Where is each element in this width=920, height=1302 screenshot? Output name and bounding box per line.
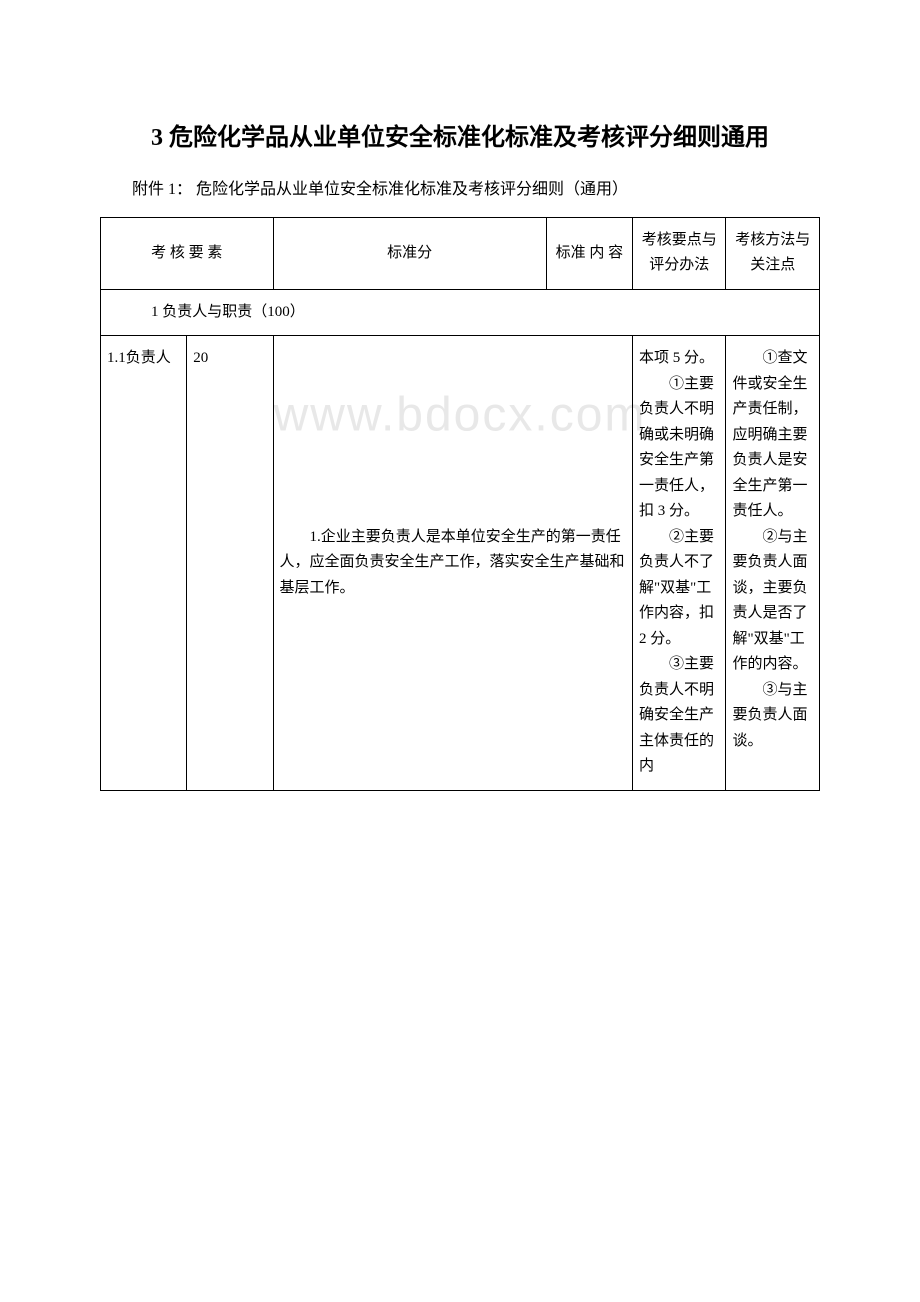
- cell-method: ①查文件或安全生产责任制，应明确主要负责人是安全生产第一责任人。 ②与主要负责人…: [726, 336, 820, 791]
- table-header-row: 考 核 要 素 标准分 标准 内 容 考核要点与评分办法 考核方法与关注点: [101, 217, 820, 289]
- element-text: 1.1负责人: [107, 350, 171, 366]
- header-score: 标准分: [273, 217, 546, 289]
- standard-content-text: 1.企业主要负责人是本单位安全生产的第一责任人，应全面负责安全生产工作，落实安全…: [280, 525, 626, 602]
- header-method: 考核方法与关注点: [726, 217, 820, 289]
- table-data-row: 1.1负责人 20 1.企业主要负责人是本单位安全生产的第一责任人，应全面负责安…: [101, 336, 820, 791]
- cell-scoring: 本项 5 分。 ①主要负责人不明确或未明确安全生产第一责任人，扣 3 分。 ②主…: [633, 336, 726, 791]
- assessment-table: 考 核 要 素 标准分 标准 内 容 考核要点与评分办法 考核方法与关注点 1 …: [100, 217, 820, 791]
- cell-element: 1.1负责人: [101, 336, 187, 791]
- header-element: 考 核 要 素: [101, 217, 274, 289]
- main-title: 3 危险化学品从业单位安全标准化标准及考核评分细则通用: [100, 120, 820, 156]
- header-content: 标准 内 容: [546, 217, 632, 289]
- scoring-text: 本项 5 分。 ①主要负责人不明确或未明确安全生产第一责任人，扣 3 分。 ②主…: [639, 350, 718, 774]
- header-scoring: 考核要点与评分办法: [633, 217, 726, 289]
- document-content: 3 危险化学品从业单位安全标准化标准及考核评分细则通用 附件 1： 危险化学品从…: [100, 120, 820, 791]
- cell-standard-content: 1.企业主要负责人是本单位安全生产的第一责任人，应全面负责安全生产工作，落实安全…: [273, 336, 632, 791]
- subtitle: 附件 1： 危险化学品从业单位安全标准化标准及考核评分细则（通用）: [100, 176, 820, 205]
- cell-score: 20: [187, 336, 273, 791]
- table-section-row: 1 负责人与职责（100）: [101, 289, 820, 336]
- section-title: 1 负责人与职责（100）: [101, 289, 820, 336]
